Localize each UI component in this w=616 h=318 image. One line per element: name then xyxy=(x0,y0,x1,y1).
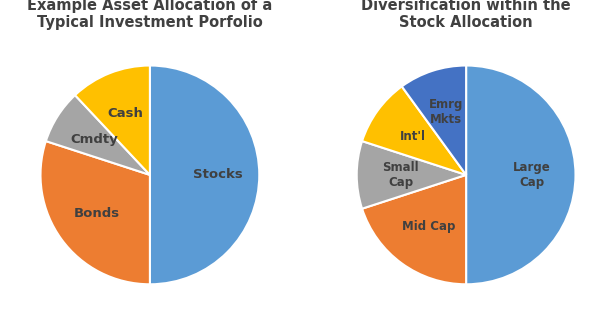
Wedge shape xyxy=(357,141,466,209)
Text: Stocks: Stocks xyxy=(193,169,243,181)
Text: Bonds: Bonds xyxy=(74,207,120,220)
Text: Cash: Cash xyxy=(108,107,144,121)
Text: Emrg
Mkts: Emrg Mkts xyxy=(429,99,463,127)
Text: Small
Cap: Small Cap xyxy=(382,161,419,189)
Wedge shape xyxy=(75,66,150,175)
Text: Cmdty: Cmdty xyxy=(71,133,118,146)
Wedge shape xyxy=(466,66,575,284)
Text: Large
Cap: Large Cap xyxy=(513,161,551,189)
Text: Mid Cap: Mid Cap xyxy=(402,220,455,233)
Wedge shape xyxy=(150,66,259,284)
Wedge shape xyxy=(41,141,150,284)
Wedge shape xyxy=(362,175,466,284)
Title: Diversification within the
Stock Allocation: Diversification within the Stock Allocat… xyxy=(362,0,571,30)
Title: Example Asset Allocation of a
Typical Investment Porfolio: Example Asset Allocation of a Typical In… xyxy=(27,0,272,30)
Wedge shape xyxy=(362,86,466,175)
Wedge shape xyxy=(46,95,150,175)
Wedge shape xyxy=(402,66,466,175)
Text: Int'l: Int'l xyxy=(400,130,426,143)
